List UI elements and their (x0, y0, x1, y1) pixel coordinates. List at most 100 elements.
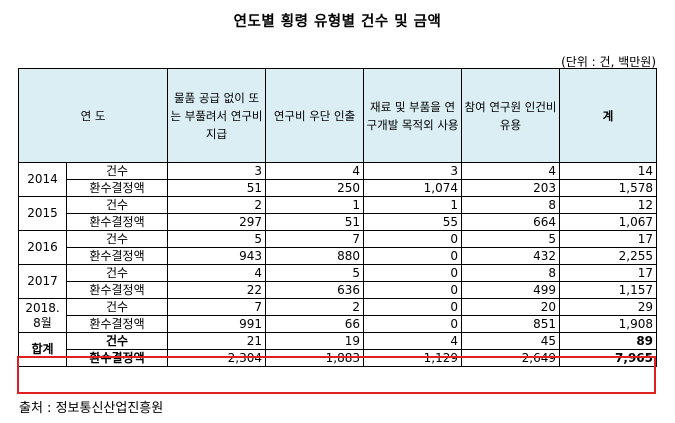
total-cell: 7,965 (559, 349, 658, 367)
table-row: 2014 건수 3 4 3 4 14 (18, 162, 658, 197)
header-total: 계 (559, 68, 658, 163)
value-cell: 432 (461, 247, 561, 265)
value-cell: 1,129 (363, 349, 463, 367)
source-note: 출처 : 정보통신산업진흥원 (19, 401, 164, 416)
value-cell: 4 (461, 162, 561, 180)
category-cell: 건수 (65, 264, 169, 282)
table-row: 환수결정액 51 250 1,074 203 1,578 (19, 179, 658, 197)
value-cell: 5 (167, 230, 267, 248)
value-cell: 880 (265, 247, 365, 265)
category-cell: 환수결정액 (65, 213, 169, 231)
value-cell: 4 (265, 162, 365, 180)
value-cell: 2,649 (461, 349, 561, 367)
year-cell: 2016 (18, 230, 67, 265)
total-cell: 17 (559, 230, 658, 248)
value-cell: 55 (363, 213, 463, 231)
year-cell: 2015 (18, 196, 67, 231)
value-cell: 7 (265, 230, 365, 248)
value-cell: 1 (363, 196, 463, 214)
table-body: 2014 건수 3 4 3 4 14 환수결정액 51 250 1,074 203 1,578 2015 건… (18, 162, 658, 367)
table-row: 2016 건수 5 7 0 5 17 (18, 230, 658, 265)
value-cell: 19 (265, 332, 365, 350)
table-row: 2017 건수 4 5 0 8 17 (18, 264, 658, 299)
value-cell: 851 (461, 315, 561, 333)
value-cell: 1 (265, 196, 365, 214)
value-cell: 0 (363, 281, 463, 299)
table-row: 환수결정액 991 66 0 851 1,908 (19, 315, 658, 333)
year-cell: 합계 (18, 332, 67, 367)
value-cell: 3 (363, 162, 463, 180)
header-col4: 참여 연구원 인건비 유용 (461, 68, 561, 163)
value-cell: 203 (461, 179, 561, 197)
value-cell: 8 (461, 196, 561, 214)
value-cell: 0 (363, 230, 463, 248)
category-cell: 환수결정액 (65, 179, 169, 197)
category-cell: 건수 (65, 196, 169, 214)
total-cell: 29 (559, 298, 658, 316)
table-row: 환수결정액 297 51 55 664 1,067 (19, 213, 658, 231)
value-cell: 22 (167, 281, 267, 299)
category-cell: 환수결정액 (65, 247, 169, 265)
header-row: 연 도 물품 공급 없이 또는 부풀려서 연구비 지급 연구비 우단 인출 재료… (17, 68, 658, 163)
header-col2: 연구비 우단 인출 (265, 68, 365, 163)
value-cell: 7 (167, 298, 267, 316)
value-cell: 4 (167, 264, 267, 282)
value-cell: 5 (461, 230, 561, 248)
table-row: 환수결정액 2,304 1,883 1,129 2,649 7,965 (19, 349, 658, 367)
data-table: 연 도 물품 공급 없이 또는 부풀려서 연구비 지급 연구비 우단 인출 재료… (17, 68, 658, 367)
value-cell: 0 (363, 247, 463, 265)
value-cell: 499 (461, 281, 561, 299)
value-cell: 0 (363, 298, 463, 316)
value-cell: 636 (265, 281, 365, 299)
total-cell: 17 (559, 264, 658, 282)
value-cell: 0 (363, 264, 463, 282)
total-cell: 2,255 (559, 247, 658, 265)
table-row: 2015 건수 2 1 1 8 12 (18, 196, 658, 231)
value-cell: 2,304 (167, 349, 267, 367)
value-cell: 943 (167, 247, 267, 265)
value-cell: 1,074 (363, 179, 463, 197)
category-cell: 환수결정액 (65, 349, 169, 367)
value-cell: 66 (265, 315, 365, 333)
value-cell: 3 (167, 162, 267, 180)
value-cell: 2 (167, 196, 267, 214)
value-cell: 991 (167, 315, 267, 333)
value-cell: 2 (265, 298, 365, 316)
total-cell: 1,067 (559, 213, 658, 231)
value-cell: 45 (461, 332, 561, 350)
value-cell: 5 (265, 264, 365, 282)
value-cell: 21 (167, 332, 267, 350)
value-cell: 0 (363, 315, 463, 333)
total-cell: 1,157 (559, 281, 658, 299)
total-cell: 89 (559, 332, 658, 350)
year-cell: 2017 (18, 264, 67, 299)
value-cell: 20 (461, 298, 561, 316)
value-cell: 1,883 (265, 349, 365, 367)
table-row: 합계 건수 21 19 4 45 89 (18, 332, 658, 367)
value-cell: 4 (363, 332, 463, 350)
year-cell: 2018. 8월 (18, 298, 67, 333)
category-cell: 환수결정액 (65, 281, 169, 299)
year-cell: 2014 (18, 162, 67, 197)
value-cell: 250 (265, 179, 365, 197)
category-cell: 건수 (65, 298, 169, 316)
total-cell: 14 (559, 162, 658, 180)
total-cell: 1,908 (559, 315, 658, 333)
table-row: 2018. 8월 건수 7 2 0 20 29 (18, 298, 658, 333)
value-cell: 51 (167, 179, 267, 197)
header-col3: 재료 및 부품을 연구개발 목적외 사용 (363, 68, 463, 163)
table-row: 환수결정액 943 880 0 432 2,255 (19, 247, 658, 265)
page-title: 연도별 횡령 유형별 건수 및 금액 (233, 14, 442, 30)
category-cell: 건수 (65, 230, 169, 248)
value-cell: 664 (461, 213, 561, 231)
value-cell: 297 (167, 213, 267, 231)
header-col1: 물품 공급 없이 또는 부풀려서 연구비 지급 (167, 68, 267, 163)
total-cell: 12 (559, 196, 658, 214)
category-cell: 환수결정액 (65, 315, 169, 333)
category-cell: 건수 (65, 332, 169, 350)
header-year: 연 도 (17, 68, 169, 163)
category-cell: 건수 (65, 162, 169, 180)
total-cell: 1,578 (559, 179, 658, 197)
value-cell: 8 (461, 264, 561, 282)
table-row: 환수결정액 22 636 0 499 1,157 (19, 281, 658, 299)
